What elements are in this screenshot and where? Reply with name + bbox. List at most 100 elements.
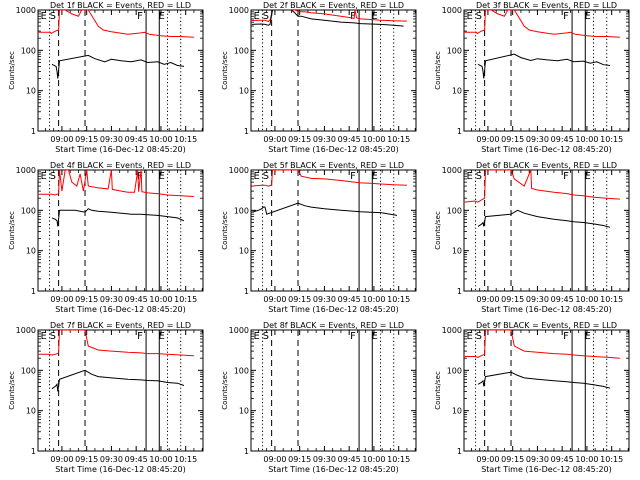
y-tick-label: 1 — [457, 287, 462, 296]
y-tick-label: 1 — [457, 127, 462, 136]
x-tick-label: 10:15 — [174, 455, 197, 464]
x-tick-label: 10:00 — [149, 295, 172, 304]
events-series-line — [51, 208, 185, 227]
marker-label: F — [137, 331, 143, 342]
y-axis-label: Counts/sec — [8, 51, 16, 90]
marker-label: E — [159, 171, 165, 182]
y-tick-label: 100 — [447, 206, 462, 215]
x-tick-label: 09:30 — [100, 135, 123, 144]
marker-label: E — [254, 331, 260, 342]
y-axis-label: Counts/sec — [221, 211, 229, 250]
y-tick-label: 100 — [21, 206, 36, 215]
y-tick-label: 10 — [239, 247, 249, 256]
marker-label: S — [476, 11, 482, 22]
y-axis-label: Counts/sec — [434, 51, 442, 90]
panel-7: Det 7f BLACK = Events, RED = LLD 1 10 100 10… — [8, 321, 204, 474]
x-tick-label: 10:15 — [387, 455, 410, 464]
marker-label: E — [467, 11, 473, 22]
plot-frame — [463, 169, 630, 292]
events-series-line — [51, 54, 185, 79]
y-tick-label: 1 — [457, 447, 462, 456]
y-tick-label: 10 — [26, 87, 36, 96]
y-tick-label: 1 — [244, 287, 249, 296]
panel-title: Det 5f BLACK = Events, RED = LLD — [263, 161, 404, 170]
y-tick-label: 1 — [244, 447, 249, 456]
x-tick-label: 10:15 — [174, 135, 197, 144]
y-tick-label: 1 — [244, 127, 249, 136]
x-tick-label: 10:15 — [600, 455, 623, 464]
panel-title: Det 8f BLACK = Events, RED = LLD — [263, 321, 404, 330]
x-tick-label: 09:00 — [476, 455, 499, 464]
y-tick-label: 10 — [26, 407, 36, 416]
y-tick-label: 100 — [234, 366, 249, 375]
x-axis-label: Start Time (16-Dec-12 08:45:20) — [481, 145, 612, 154]
x-tick-label: 09:00 — [263, 135, 286, 144]
x-axis-label: Start Time (16-Dec-12 08:45:20) — [268, 145, 399, 154]
marker-label: E — [585, 331, 591, 342]
events-series-line — [477, 209, 611, 228]
x-tick-label: 10:15 — [387, 135, 410, 144]
marker-label: E — [372, 11, 378, 22]
marker-label: F — [350, 11, 356, 22]
x-axis-label: Start Time (16-Dec-12 08:45:20) — [55, 145, 186, 154]
x-tick-label: 09:15 — [501, 295, 524, 304]
y-axis-label: Counts/sec — [434, 371, 442, 410]
panel-8: Det 8f BLACK = Events, RED = LLD 1 10 100 10… — [221, 321, 417, 474]
events-series-line — [477, 53, 611, 79]
lld-series-line — [464, 170, 620, 203]
y-tick-label: 1 — [31, 447, 36, 456]
x-tick-label: 09:15 — [288, 295, 311, 304]
marker-label: E — [467, 171, 473, 182]
marker-label: F — [563, 11, 569, 22]
lld-series-line — [38, 10, 194, 38]
x-tick-label: 09:30 — [313, 455, 336, 464]
lld-series-line — [38, 170, 194, 197]
x-tick-label: 09:00 — [50, 295, 73, 304]
x-tick-label: 09:45 — [551, 295, 574, 304]
x-tick-label: 09:30 — [526, 455, 549, 464]
x-tick-label: 09:15 — [75, 135, 98, 144]
y-tick-label: 10 — [239, 87, 249, 96]
panel-2: Det 2f BLACK = Events, RED = LLD 1 10 100 10… — [221, 1, 417, 154]
y-tick-label: 10 — [452, 87, 462, 96]
x-tick-label: 09:30 — [100, 295, 123, 304]
lld-series-line — [464, 330, 620, 359]
x-tick-label: 10:00 — [362, 295, 385, 304]
panel-title: Det 6f BLACK = Events, RED = LLD — [476, 161, 617, 170]
lld-series-line — [251, 10, 407, 23]
y-tick-label: 1000 — [442, 6, 462, 15]
x-tick-label: 09:45 — [125, 295, 148, 304]
plot-frame — [250, 9, 417, 132]
marker-label: S — [263, 171, 269, 182]
lld-series-line — [464, 10, 620, 38]
x-tick-label: 10:00 — [575, 135, 598, 144]
y-tick-label: 1000 — [442, 326, 462, 335]
x-tick-label: 10:15 — [387, 295, 410, 304]
marker-label: S — [263, 331, 269, 342]
x-tick-label: 10:00 — [575, 455, 598, 464]
y-tick-label: 1000 — [229, 6, 249, 15]
x-tick-label: 09:15 — [75, 455, 98, 464]
y-tick-label: 100 — [447, 46, 462, 55]
x-tick-label: 10:15 — [600, 135, 623, 144]
panel-title: Det 1f BLACK = Events, RED = LLD — [50, 1, 191, 10]
marker-label: S — [50, 171, 56, 182]
x-tick-label: 09:15 — [288, 135, 311, 144]
y-axis-label: Counts/sec — [221, 371, 229, 410]
y-tick-label: 10 — [452, 247, 462, 256]
x-tick-label: 09:45 — [551, 135, 574, 144]
x-tick-label: 09:00 — [50, 455, 73, 464]
plot-frame — [463, 9, 630, 132]
lld-series-line — [38, 330, 194, 357]
marker-label: S — [476, 171, 482, 182]
x-tick-label: 10:15 — [174, 295, 197, 304]
marker-label: S — [476, 331, 482, 342]
x-tick-label: 09:45 — [551, 455, 574, 464]
x-axis-label: Start Time (16-Dec-12 08:45:20) — [268, 465, 399, 474]
x-tick-label: 09:30 — [313, 295, 336, 304]
panel-title: Det 4f BLACK = Events, RED = LLD — [50, 161, 191, 170]
plot-frame — [37, 9, 204, 132]
plot-frame — [37, 329, 204, 452]
x-tick-label: 09:45 — [338, 135, 361, 144]
